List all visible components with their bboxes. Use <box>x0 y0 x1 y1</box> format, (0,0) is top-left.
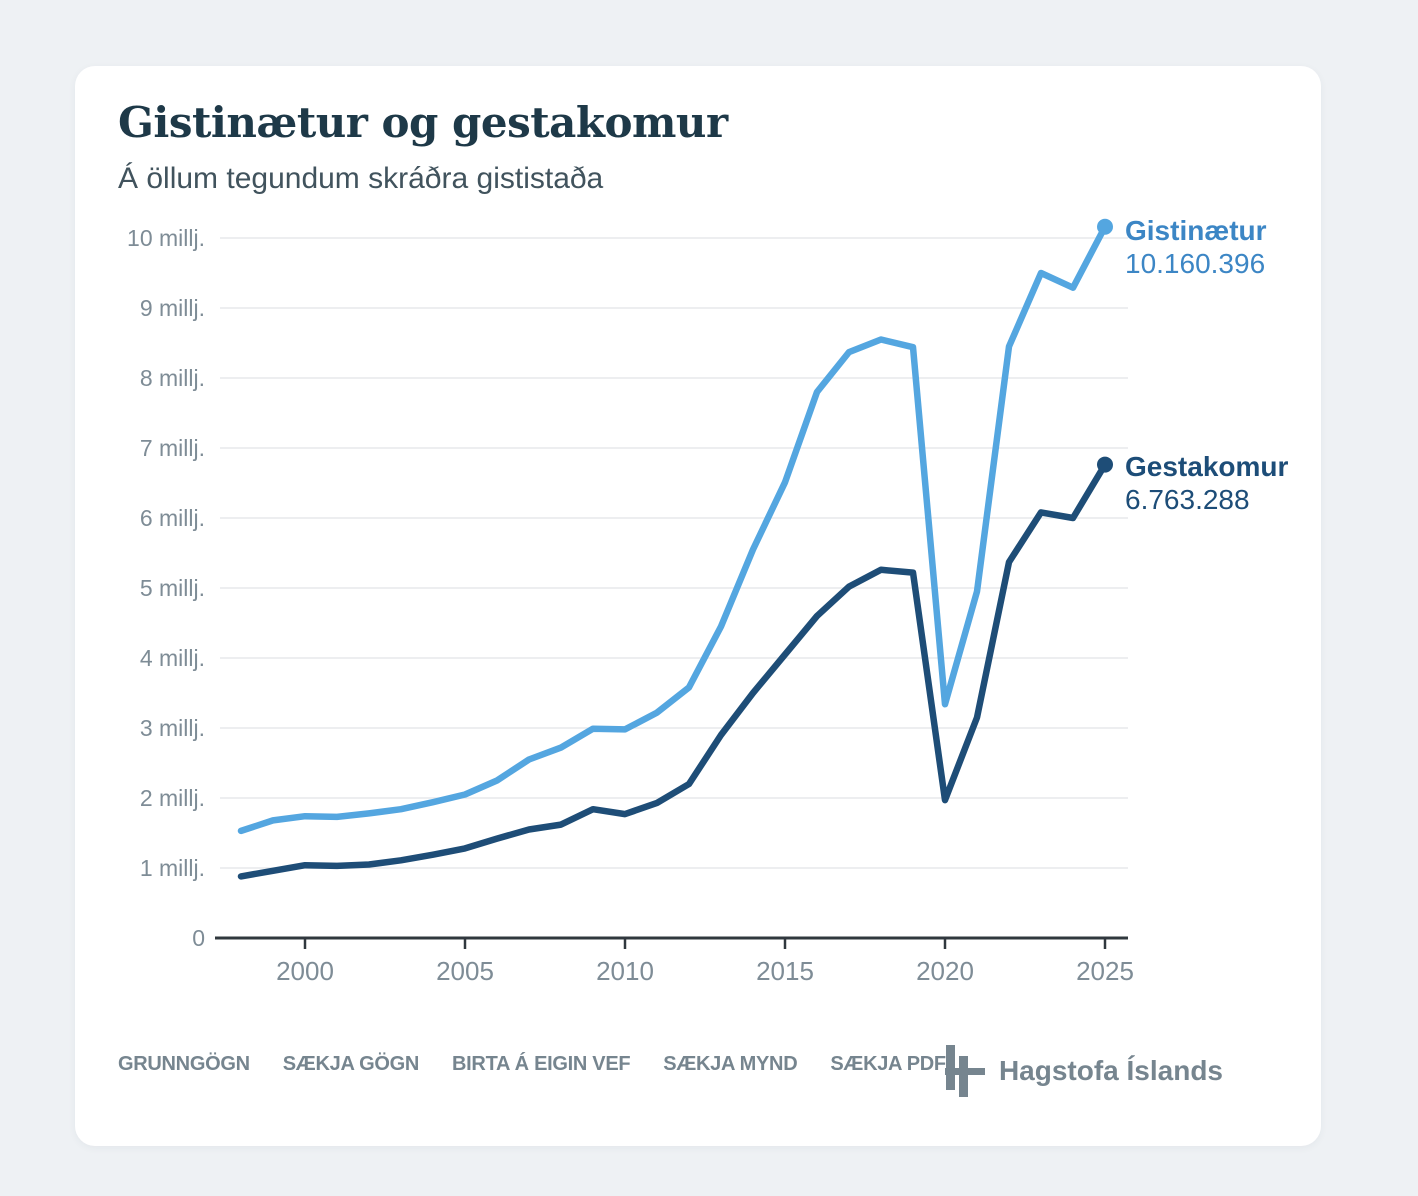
footer-link-saekja-pdf[interactable]: SÆKJA PDF <box>830 1053 946 1075</box>
x-tick-label-2020: 2020 <box>916 956 974 986</box>
legend-gestakomur: Gestakomur 6.763.288 <box>1125 450 1345 516</box>
legend-gistinaetur: Gistinætur 10.160.396 <box>1125 214 1345 280</box>
y-tick-label-8: 8 millj. <box>140 365 205 391</box>
footer-link-grunngogn[interactable]: GRUNNGÖGN <box>118 1053 250 1075</box>
y-tick-label-6: 6 millj. <box>140 505 205 531</box>
y-tick-label-3: 3 millj. <box>140 715 205 741</box>
y-tick-label-10: 10 millj. <box>127 225 205 251</box>
y-tick-label-5: 5 millj. <box>140 575 205 601</box>
y-tick-label-4: 4 millj. <box>140 645 205 671</box>
y-tick-label-2: 2 millj. <box>140 785 205 811</box>
chart-card: Gistinætur og gestakomur Á öllum tegundu… <box>75 66 1321 1146</box>
footer-link-saekja-gogn[interactable]: SÆKJA GÖGN <box>282 1053 420 1075</box>
y-tick-label-7: 7 millj. <box>140 435 205 461</box>
x-tick-label-2000: 2000 <box>276 956 334 986</box>
footer-link-saekja-mynd[interactable]: SÆKJA MYND <box>663 1053 798 1075</box>
gistinaetur-end-dot <box>1097 218 1113 235</box>
legend-gistinaetur-label: Gistinætur <box>1125 215 1267 246</box>
legend-gestakomur-label: Gestakomur <box>1125 451 1289 482</box>
legend-gistinaetur-value: 10.160.396 <box>1125 248 1266 279</box>
brand-name: Hagstofa Íslands <box>998 1055 1223 1086</box>
y-tick-label-1: 1 millj. <box>140 855 205 881</box>
gestakomur-end-dot <box>1097 456 1113 473</box>
legend-gestakomur-value: 6.763.288 <box>1125 484 1250 515</box>
y-tick-label-9: 9 millj. <box>140 295 205 321</box>
x-tick-label-2010: 2010 <box>596 956 654 986</box>
x-tick-label-2005: 2005 <box>436 956 494 986</box>
chart-subtitle: Á öllum tegundum skráðra gististaða <box>118 162 604 195</box>
x-tick-label-2025: 2025 <box>1076 956 1134 986</box>
footer-links: GRUNNGÖGN SÆKJA GÖGN BIRTA Á EIGIN VEF S… <box>118 1053 946 1076</box>
line-chart: 10 millj. 9 millj. 8 millj. 7 millj. 6 millj… <box>127 218 1134 986</box>
chart-title: Gistinætur og gestakomur <box>118 98 728 147</box>
gestakomur-line <box>237 461 1109 880</box>
gistinaetur-line <box>237 223 1109 835</box>
hagstofa-logo-icon <box>944 1045 985 1097</box>
hagstofa-islands-brand[interactable]: Hagstofa Íslands <box>944 1041 1223 1101</box>
footer-link-birta-a-eigin-vef[interactable]: BIRTA Á EIGIN VEF <box>452 1053 631 1075</box>
x-tick-label-2015: 2015 <box>756 956 814 986</box>
y-tick-label-0: 0 <box>192 925 205 951</box>
footer: GRUNNGÖGN SÆKJA GÖGN BIRTA Á EIGIN VEF S… <box>118 1041 1278 1101</box>
